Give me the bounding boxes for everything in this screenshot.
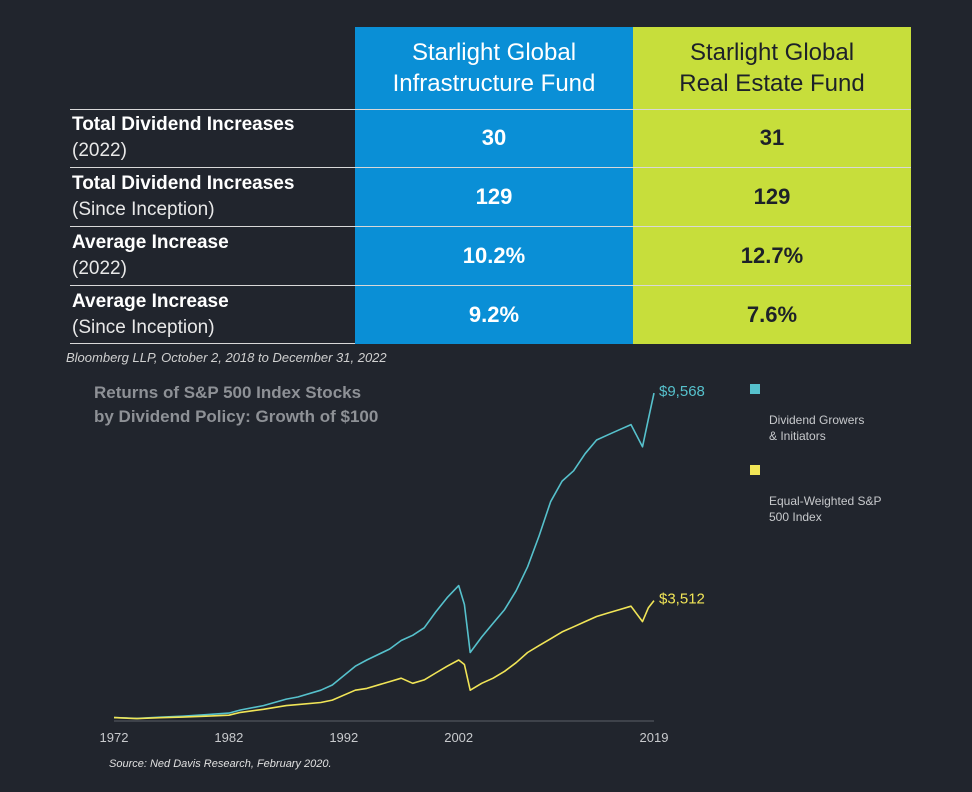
series-line-1 [113, 600, 655, 720]
x-tick-label: 1982 [214, 730, 243, 745]
row-label-main: Total Dividend Increases [72, 114, 295, 135]
row-label-main: Total Dividend Increases [72, 173, 295, 194]
cell-real-estate: 7.6% [633, 286, 911, 344]
x-tick-label: 2002 [444, 730, 473, 745]
row-divider [70, 109, 911, 110]
row-label: Total Dividend Increases (2022) [72, 112, 352, 164]
table-row: Average Increase (Since Inception) 9.2% … [70, 286, 911, 344]
end-labels: $9,568 $3,512 [659, 383, 705, 608]
table-corner [70, 27, 355, 109]
row-label-sub: (Since Inception) [72, 317, 215, 338]
series-end-label-1: $3,512 [659, 591, 705, 608]
line-chart: 1972 1982 1992 2002 2019 $9,568 $3,512 [100, 383, 705, 745]
legend-item-equal-weighted: Equal-Weighted S&P 500 Index [750, 461, 950, 525]
row-label-sub: (Since Inception) [72, 199, 215, 220]
cell-real-estate: 129 [633, 168, 911, 226]
x-tick-label: 1992 [329, 730, 358, 745]
table-row: Total Dividend Increases (2022) 30 31 [70, 109, 911, 167]
chart-source-note: Source: Ned Davis Research, February 202… [109, 758, 332, 770]
series-end-label-0: $9,568 [659, 383, 705, 400]
legend-swatch [750, 465, 760, 475]
row-divider [70, 343, 355, 344]
x-tick-label: 1972 [100, 730, 129, 745]
row-label: Average Increase (Since Inception) [72, 289, 352, 341]
cell-infrastructure: 9.2% [355, 286, 633, 344]
row-divider [70, 226, 911, 227]
table-source-note: Bloomberg LLP, October 2, 2018 to Decemb… [66, 350, 387, 365]
header-real-estate-fund: Starlight Global Real Estate Fund [633, 27, 911, 109]
header-infrastructure-fund: Starlight Global Infrastructure Fund [355, 27, 633, 109]
series-line-0 [113, 392, 655, 720]
cell-infrastructure: 10.2% [355, 227, 633, 285]
table-row: Average Increase (2022) 10.2% 12.7% [70, 227, 911, 285]
chart-lines [113, 392, 655, 720]
chart-title: Returns of S&P 500 Index Stocks by Divid… [94, 383, 379, 426]
cell-real-estate: 12.7% [633, 227, 911, 285]
row-divider [70, 285, 911, 286]
table-row: Total Dividend Increases (Since Inceptio… [70, 168, 911, 226]
row-label-sub: (2022) [72, 140, 127, 161]
legend-swatch [750, 384, 760, 394]
legend-label: Dividend Growers & Initiators [769, 413, 865, 443]
chart-legend: Dividend Growers & Initiators Equal-Weig… [750, 380, 950, 525]
cell-infrastructure: 30 [355, 109, 633, 167]
row-label-main: Average Increase [72, 232, 229, 253]
cell-infrastructure: 129 [355, 168, 633, 226]
row-divider [70, 167, 911, 168]
legend-item-dividend-growers: Dividend Growers & Initiators [750, 380, 950, 444]
x-tick-label: 2019 [640, 730, 669, 745]
legend-label: Equal-Weighted S&P 500 Index [769, 494, 882, 524]
cell-real-estate: 31 [633, 109, 911, 167]
x-axis-ticks: 1972 1982 1992 2002 2019 [100, 730, 669, 745]
row-label-main: Average Increase [72, 291, 229, 312]
row-label: Total Dividend Increases (Since Inceptio… [72, 171, 352, 223]
row-label-sub: (2022) [72, 258, 127, 279]
row-label: Average Increase (2022) [72, 230, 352, 282]
